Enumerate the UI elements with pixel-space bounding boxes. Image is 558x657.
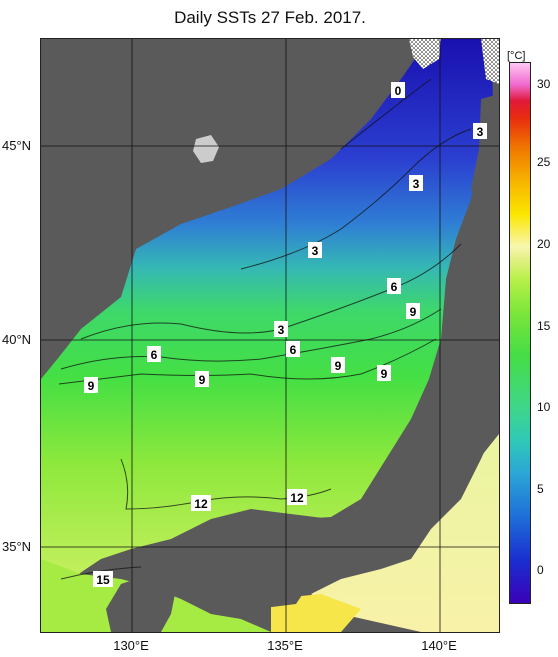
colorbar-tick-10: 10 [537, 400, 551, 414]
sea-ice [409, 39, 441, 69]
svg-text:3: 3 [413, 177, 420, 191]
shikoku-land [221, 579, 306, 609]
sea-of-japan [41, 39, 493, 584]
svg-text:0: 0 [395, 84, 402, 98]
contour-label-6a: 6 [387, 278, 401, 294]
svg-text:3: 3 [278, 323, 285, 337]
svg-text:9: 9 [335, 359, 342, 373]
lat-label-35n: 35°N [2, 539, 32, 554]
lon-label-130e: 130°E [113, 638, 149, 653]
contour-label-9e: 9 [84, 377, 98, 393]
svg-text:12: 12 [194, 497, 208, 511]
contour-label-0: 0 [391, 82, 405, 98]
contour-label-3a: 3 [473, 123, 487, 139]
map-title: Daily SSTs 27 Feb. 2017. [174, 8, 366, 27]
korea-land [41, 339, 59, 369]
svg-text:15: 15 [96, 573, 110, 587]
lat-label-40n: 40°N [2, 332, 32, 347]
colorbar-unit: [°C] [507, 50, 526, 62]
svg-text:3: 3 [477, 125, 484, 139]
hokkaido-land [471, 94, 499, 229]
colorbar-tick-0: 0 [537, 563, 544, 577]
contour-label-6b: 6 [286, 341, 300, 357]
lon-label-140e: 140°E [421, 638, 457, 653]
svg-text:6: 6 [290, 343, 297, 357]
honshu-land [291, 209, 499, 559]
svg-text:9: 9 [410, 305, 417, 319]
svg-text:12: 12 [290, 491, 304, 505]
contour-label-3d: 3 [274, 321, 288, 337]
island [193, 135, 219, 163]
colorbar [509, 62, 531, 604]
contour-label-6c: 6 [147, 346, 161, 362]
colorbar-tick-15: 15 [537, 319, 551, 333]
chugoku-land [156, 517, 301, 594]
kyushu-land [106, 574, 176, 632]
pacific-ocean [311, 219, 499, 632]
colorbar-tick-5: 5 [537, 482, 544, 496]
svg-text:9: 9 [381, 367, 388, 381]
contour-label-15: 15 [93, 571, 113, 587]
svg-text:6: 6 [151, 348, 158, 362]
svg-text:6: 6 [391, 280, 398, 294]
colorbar-tick-25: 25 [537, 155, 551, 169]
contour-label-9b: 9 [331, 357, 345, 373]
contour-label-12a: 12 [191, 495, 211, 511]
colorbar-tick-30: 30 [537, 77, 551, 91]
svg-text:9: 9 [88, 379, 95, 393]
contour-label-12b: 12 [287, 489, 307, 505]
svg-text:3: 3 [312, 244, 319, 258]
contour-label-9a: 9 [406, 303, 420, 319]
contour-label-9c: 9 [377, 365, 391, 381]
lon-label-135e: 135°E [267, 638, 303, 653]
contour-label-9d: 9 [195, 371, 209, 387]
sst-map: 0 3 3 3 3 6 6 6 9 9 9 9 9 12 12 15 [40, 38, 500, 633]
lat-label-45n: 45°N [2, 138, 32, 153]
colorbar-tick-20: 20 [537, 237, 551, 251]
contour-label-3c: 3 [308, 242, 322, 258]
contour-label-3b: 3 [409, 175, 423, 191]
svg-text:9: 9 [199, 373, 206, 387]
